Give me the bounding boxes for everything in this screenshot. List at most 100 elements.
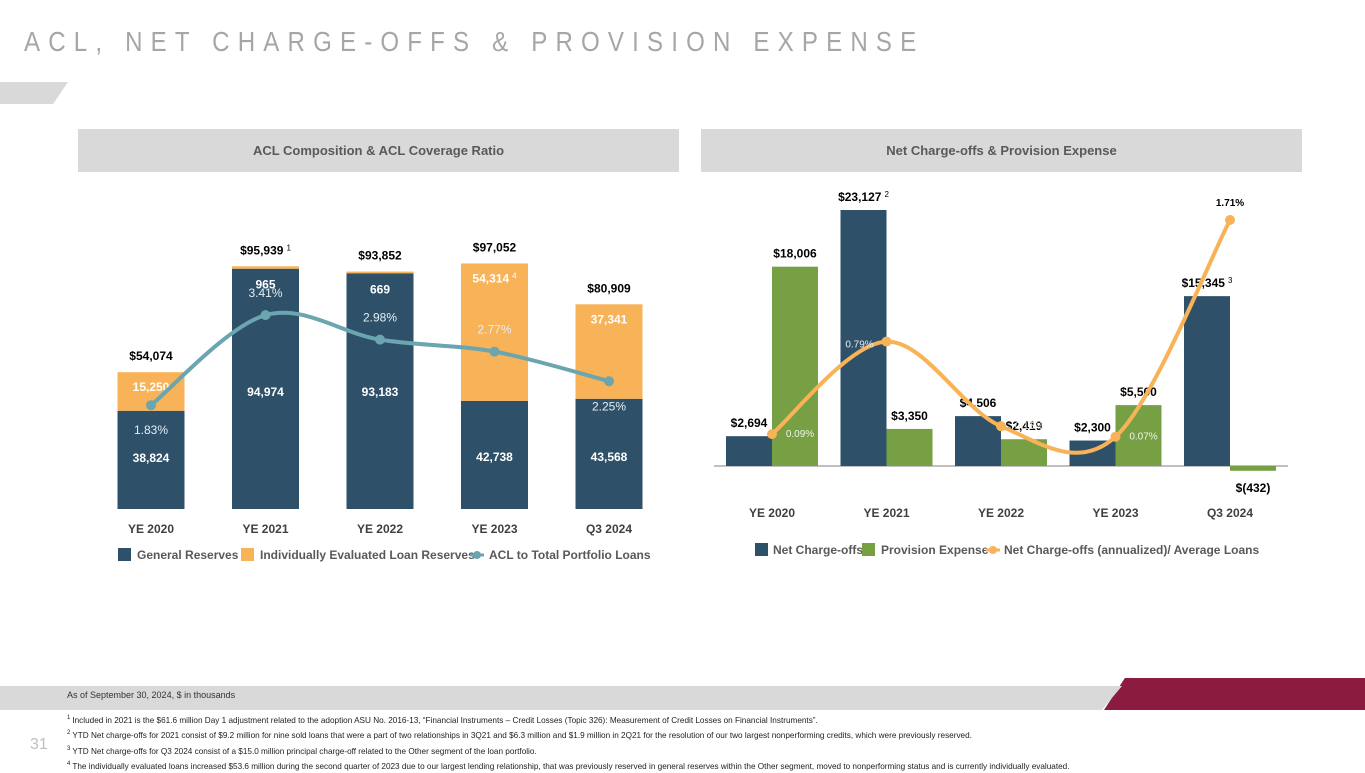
general-reserves-label: 93,183 (362, 385, 399, 399)
provision-expense-label: $18,006 (773, 247, 817, 261)
provision-expense-label: $3,350 (891, 409, 928, 423)
bar-general-reserves (232, 268, 299, 509)
net-chargeoffs-label: $2,694 (731, 416, 768, 430)
footnote-marker: 3 (67, 745, 71, 752)
acl-ratio-point (489, 346, 500, 357)
acl-ratio-label: 2.25% (592, 399, 626, 413)
footnote-superscript: 2 (884, 190, 889, 199)
bar-provision-expense (772, 266, 818, 466)
general-reserves-label: 42,738 (476, 450, 513, 464)
acl-ratio-label: 1.83% (134, 423, 168, 437)
x-tick-label: YE 2020 (749, 506, 795, 520)
bar-general-reserves (117, 410, 185, 509)
legend-marker-nco-ratio (989, 546, 997, 554)
nco-ratio-label: 0.07% (1129, 432, 1157, 443)
x-tick-label: YE 2022 (357, 522, 403, 536)
net-chargeoffs-chart: $2,694 $18,006 $23,127 2 $3,350 $4,506 $2,419 $… (714, 190, 1288, 557)
nco-ratio-point (1225, 215, 1235, 225)
footnote: 1 Included in 2021 is the $61.6 million D… (67, 712, 1070, 727)
decorative-accent-footer (1104, 678, 1365, 710)
footnote-text: The individually evaluated loans increas… (72, 761, 1070, 771)
footnote-marker: 2 (67, 730, 71, 737)
legend-label-individually-evaluated: Individually Evaluated Loan Reserves (260, 548, 475, 562)
individually-evaluated-label: 669 (370, 283, 390, 297)
total-label: $95,939 1 (240, 243, 291, 257)
decorative-accent-left (0, 82, 68, 104)
legend-label-net-chargeoffs: Net Charge-offs (773, 543, 863, 557)
bar-individually-evaluated (232, 266, 299, 269)
x-tick-label: Q3 2024 (1207, 506, 1253, 520)
legend-swatch-general-reserves (118, 548, 131, 561)
acl-ratio-point (260, 310, 271, 321)
nco-ratio-point (996, 421, 1006, 432)
bar-provision-expense (1230, 466, 1276, 471)
total-label: $97,052 (473, 240, 517, 254)
x-tick-label: YE 2021 (863, 506, 909, 520)
provision-expense-label: $(432) (1236, 481, 1271, 495)
general-reserves-label: 94,974 (247, 385, 284, 399)
individually-evaluated-label: 965 (255, 277, 275, 291)
acl-ratio-point (375, 334, 385, 345)
legend-marker-acl-ratio (473, 551, 481, 559)
bar-individually-evaluated (461, 263, 528, 401)
acl-ratio-label: 2.98% (363, 311, 397, 325)
acl-chart-title: ACL Composition & ACL Coverage Ratio (78, 129, 679, 172)
general-reserves-label: 38,824 (133, 451, 170, 465)
x-tick-label: YE 2023 (471, 522, 517, 536)
acl-ratio-label: 3.41% (248, 286, 282, 300)
nco-ratio-point (767, 429, 777, 440)
footnote: 2 YTD Net charge-offs for 2021 consist of… (67, 727, 1070, 742)
x-tick-label: YE 2021 (242, 522, 288, 536)
bar-individually-evaluated (346, 271, 414, 274)
footnote-superscript: 1 (286, 243, 291, 252)
bar-net-chargeoffs (726, 436, 772, 466)
page-number: 31 (30, 736, 48, 753)
legend-swatch-net-chargeoffs (755, 543, 768, 556)
legend-swatch-provision-expense (862, 543, 875, 556)
legend-label-acl-ratio: ACL to Total Portfolio Loans (489, 548, 651, 562)
x-tick-label: YE 2022 (978, 506, 1024, 520)
bar-provision-expense (886, 428, 933, 466)
nco-ratio-label: 0.15% (1015, 421, 1043, 432)
acl-composition-chart: $54,074 38,824 15,250 $95,939 1 94,974 965 $93,… (117, 240, 651, 562)
footnote: 3 YTD Net charge-offs for Q3 2024 consist… (67, 743, 1070, 758)
individually-evaluated-label: 15,250 (133, 380, 170, 394)
footnote-superscript: 3 (1228, 276, 1233, 285)
footnote-marker: 1 (67, 715, 71, 721)
bar-general-reserves (461, 400, 528, 509)
nco-ratio-label: 0.79% (845, 340, 873, 351)
nco-ratio-point (1110, 431, 1121, 442)
footnote-superscript: 4 (512, 271, 517, 280)
general-reserves-label: 43,568 (591, 450, 628, 464)
total-label: $80,909 (587, 281, 631, 295)
total-label: $93,852 (358, 249, 402, 263)
acl-ratio-label: 2.77% (477, 323, 511, 337)
net-chargeoffs-label: $15,345 3 (1182, 276, 1233, 290)
nco-ratio-label: 1.71% (1216, 198, 1244, 209)
x-tick-label: YE 2020 (128, 522, 174, 536)
bar-provision-expense (1115, 405, 1162, 466)
net-chargeoffs-label: $2,300 (1074, 421, 1111, 435)
individually-evaluated-label: 54,314 4 (472, 271, 517, 285)
footnote: 4 The individually evaluated loans increa… (67, 758, 1070, 773)
bar-net-chargeoffs (840, 210, 887, 466)
acl-ratio-point (146, 400, 156, 411)
x-tick-label: Q3 2024 (586, 522, 632, 536)
legend-label-provision-expense: Provision Expense (881, 543, 989, 557)
footer-bar (0, 686, 1122, 710)
bar-general-reserves (346, 273, 414, 509)
acl-ratio-point (604, 376, 614, 387)
footnote-text: YTD Net charge-offs for Q3 2024 consist … (72, 746, 537, 756)
bar-net-chargeoffs (1184, 296, 1230, 466)
legend-label-nco-ratio: Net Charge-offs (annualized)/ Average Lo… (1004, 543, 1259, 557)
as-of-note: As of September 30, 2024, $ in thousands (67, 690, 236, 700)
net-chargeoffs-label: $23,127 2 (838, 190, 889, 204)
nco-ratio-point (881, 336, 892, 347)
footnote-marker: 4 (67, 760, 71, 767)
page-title: ACL, NET CHARGE-OFFS & PROVISION EXPENSE (24, 26, 925, 57)
bar-general-reserves (575, 398, 643, 509)
nco-ratio-label: 0.09% (786, 429, 814, 440)
legend-swatch-individually-evaluated (241, 548, 254, 561)
x-tick-label: YE 2023 (1092, 506, 1138, 520)
nco-chart-title: Net Charge-offs & Provision Expense (701, 129, 1302, 172)
